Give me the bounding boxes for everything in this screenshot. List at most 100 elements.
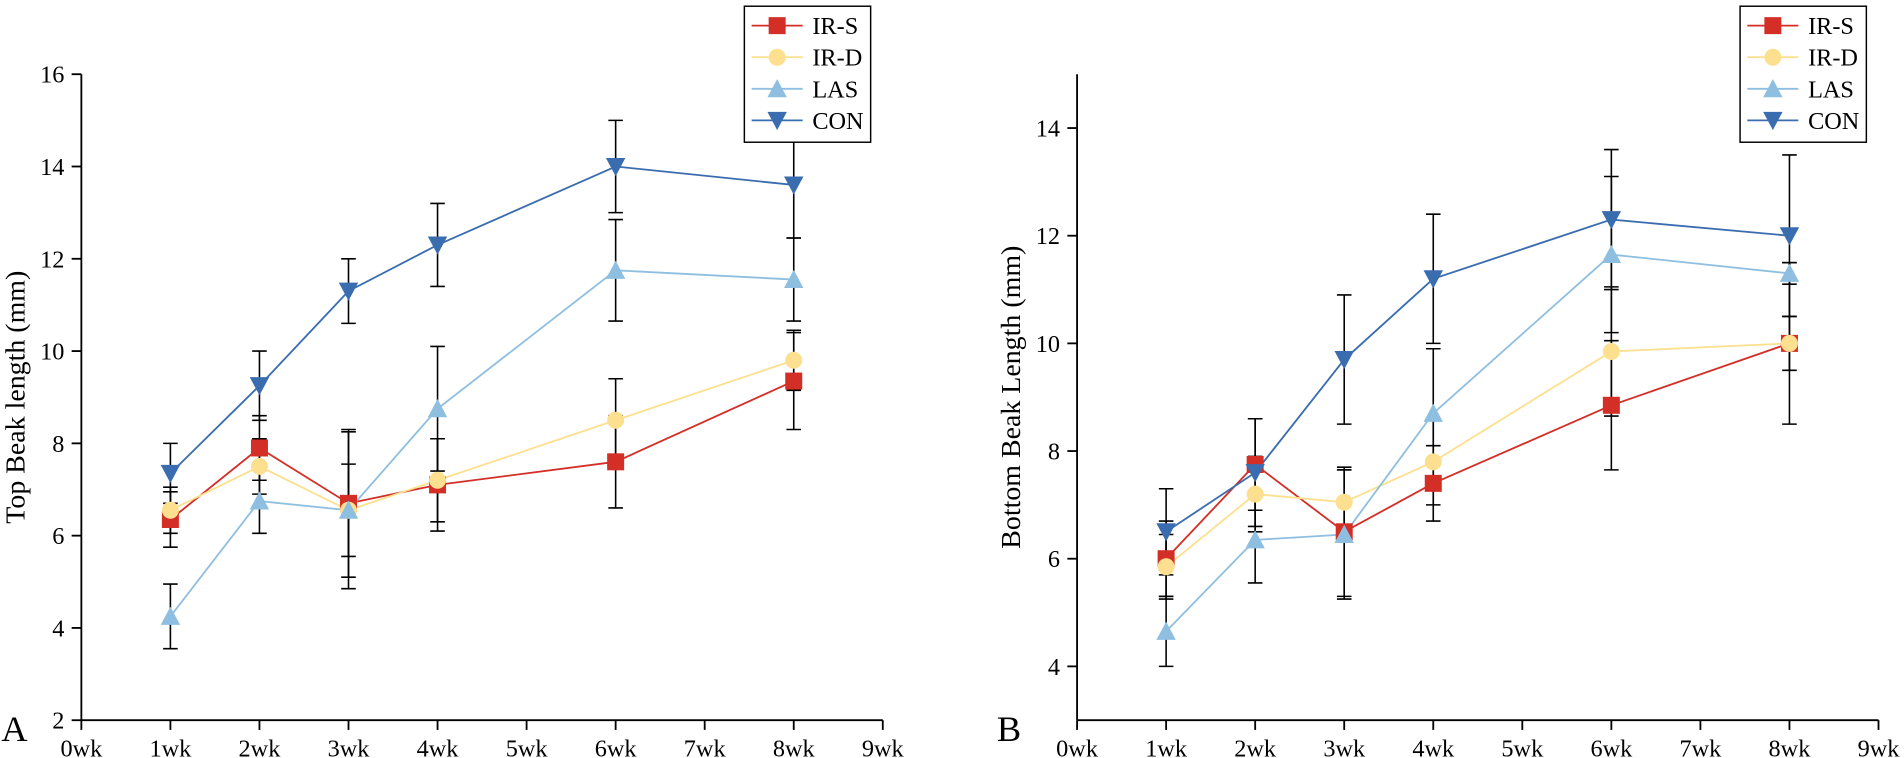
legend-label: LAS — [1808, 76, 1854, 103]
marker — [767, 111, 787, 131]
marker — [160, 464, 181, 484]
x-tick-label: 5wk — [506, 736, 549, 758]
x-tick-label: 8wk — [773, 736, 816, 758]
marker — [1156, 621, 1176, 640]
series-line — [169, 165, 794, 474]
marker — [1424, 453, 1442, 471]
marker — [161, 501, 179, 519]
marker — [250, 457, 268, 475]
y-tick-label: 14 — [40, 154, 64, 181]
marker — [429, 471, 447, 489]
y-tick-label: 12 — [1036, 223, 1060, 250]
y-tick-label: 10 — [40, 339, 64, 366]
x-tick-label: 2wk — [239, 736, 282, 758]
marker — [1335, 493, 1353, 511]
marker — [427, 399, 448, 418]
y-tick-label: 6 — [1048, 546, 1060, 573]
marker — [1334, 524, 1354, 543]
marker — [605, 260, 626, 279]
x-tick-label: 6wk — [595, 736, 638, 758]
x-tick-label: 0wk — [1056, 736, 1099, 758]
marker — [1334, 351, 1354, 370]
x-tick-label: 1wk — [1145, 736, 1188, 758]
x-tick-label: 8wk — [1769, 736, 1812, 758]
x-tick-label: 7wk — [1680, 736, 1723, 758]
x-tick-label: 2wk — [1234, 736, 1277, 758]
marker — [1763, 111, 1783, 131]
marker — [1764, 17, 1782, 35]
x-tick-label: 3wk — [1323, 736, 1366, 758]
marker — [784, 269, 804, 289]
marker — [1156, 523, 1176, 542]
panel-label: B — [997, 709, 1021, 749]
y-tick-label: 4 — [1048, 654, 1060, 681]
y-tick-label: 10 — [1036, 331, 1060, 358]
x-tick-label: 4wk — [1412, 736, 1455, 758]
y-axis-label: Top Beak length (mm) — [0, 271, 31, 524]
y-tick-label: 12 — [40, 246, 64, 273]
series-line — [1165, 342, 1790, 560]
marker — [160, 606, 181, 625]
marker — [338, 500, 359, 519]
x-tick-label: 3wk — [328, 736, 371, 758]
y-tick-label: 2 — [52, 708, 64, 735]
marker — [607, 453, 625, 471]
marker — [607, 411, 625, 429]
marker — [1779, 227, 1800, 246]
marker — [1245, 530, 1265, 549]
marker — [1764, 48, 1782, 66]
panel-label: A — [1, 709, 28, 749]
y-tick-label: 6 — [52, 523, 64, 550]
legend-label: IR-D — [1808, 45, 1858, 72]
marker — [1602, 342, 1620, 360]
marker — [1423, 403, 1443, 422]
legend-label: IR-D — [812, 45, 862, 72]
marker — [768, 17, 786, 35]
series-line — [1165, 253, 1790, 633]
series-line — [1165, 218, 1790, 533]
marker — [1780, 334, 1798, 352]
marker — [1602, 396, 1620, 414]
marker — [1245, 464, 1265, 483]
legend-label: LAS — [812, 76, 858, 103]
y-tick-label: 16 — [40, 62, 64, 89]
legend-label: IR-S — [1808, 13, 1854, 40]
legend-label: IR-S — [812, 13, 858, 40]
marker — [767, 79, 787, 98]
marker — [1424, 474, 1442, 492]
marker — [785, 372, 803, 390]
marker — [768, 48, 786, 66]
marker — [1779, 263, 1800, 282]
marker — [250, 439, 268, 457]
marker — [1601, 211, 1622, 230]
marker — [1601, 244, 1622, 264]
y-tick-label: 8 — [1048, 439, 1060, 466]
y-tick-label: 4 — [52, 615, 64, 642]
series-line — [169, 380, 795, 521]
marker — [605, 158, 626, 177]
series-line — [1165, 342, 1790, 568]
legend-label: CON — [1808, 108, 1859, 135]
series-line — [170, 359, 795, 512]
y-axis-label: Bottom Beak Length (mm) — [996, 246, 1027, 549]
x-tick-label: 4wk — [417, 736, 460, 758]
x-tick-label: 9wk — [1858, 736, 1901, 758]
x-tick-label: 7wk — [684, 736, 727, 758]
marker — [785, 351, 803, 369]
marker — [427, 236, 448, 255]
x-tick-label: 0wk — [60, 736, 103, 758]
marker — [338, 282, 359, 301]
marker — [249, 491, 270, 510]
marker — [1157, 558, 1175, 576]
series-line — [169, 269, 794, 617]
y-tick-label: 14 — [1036, 116, 1060, 143]
marker — [1246, 485, 1264, 503]
x-tick-label: 9wk — [862, 736, 905, 758]
marker — [249, 377, 270, 396]
marker — [1763, 79, 1783, 98]
x-tick-label: 6wk — [1590, 736, 1633, 758]
marker — [784, 176, 804, 195]
legend-label: CON — [812, 108, 863, 135]
